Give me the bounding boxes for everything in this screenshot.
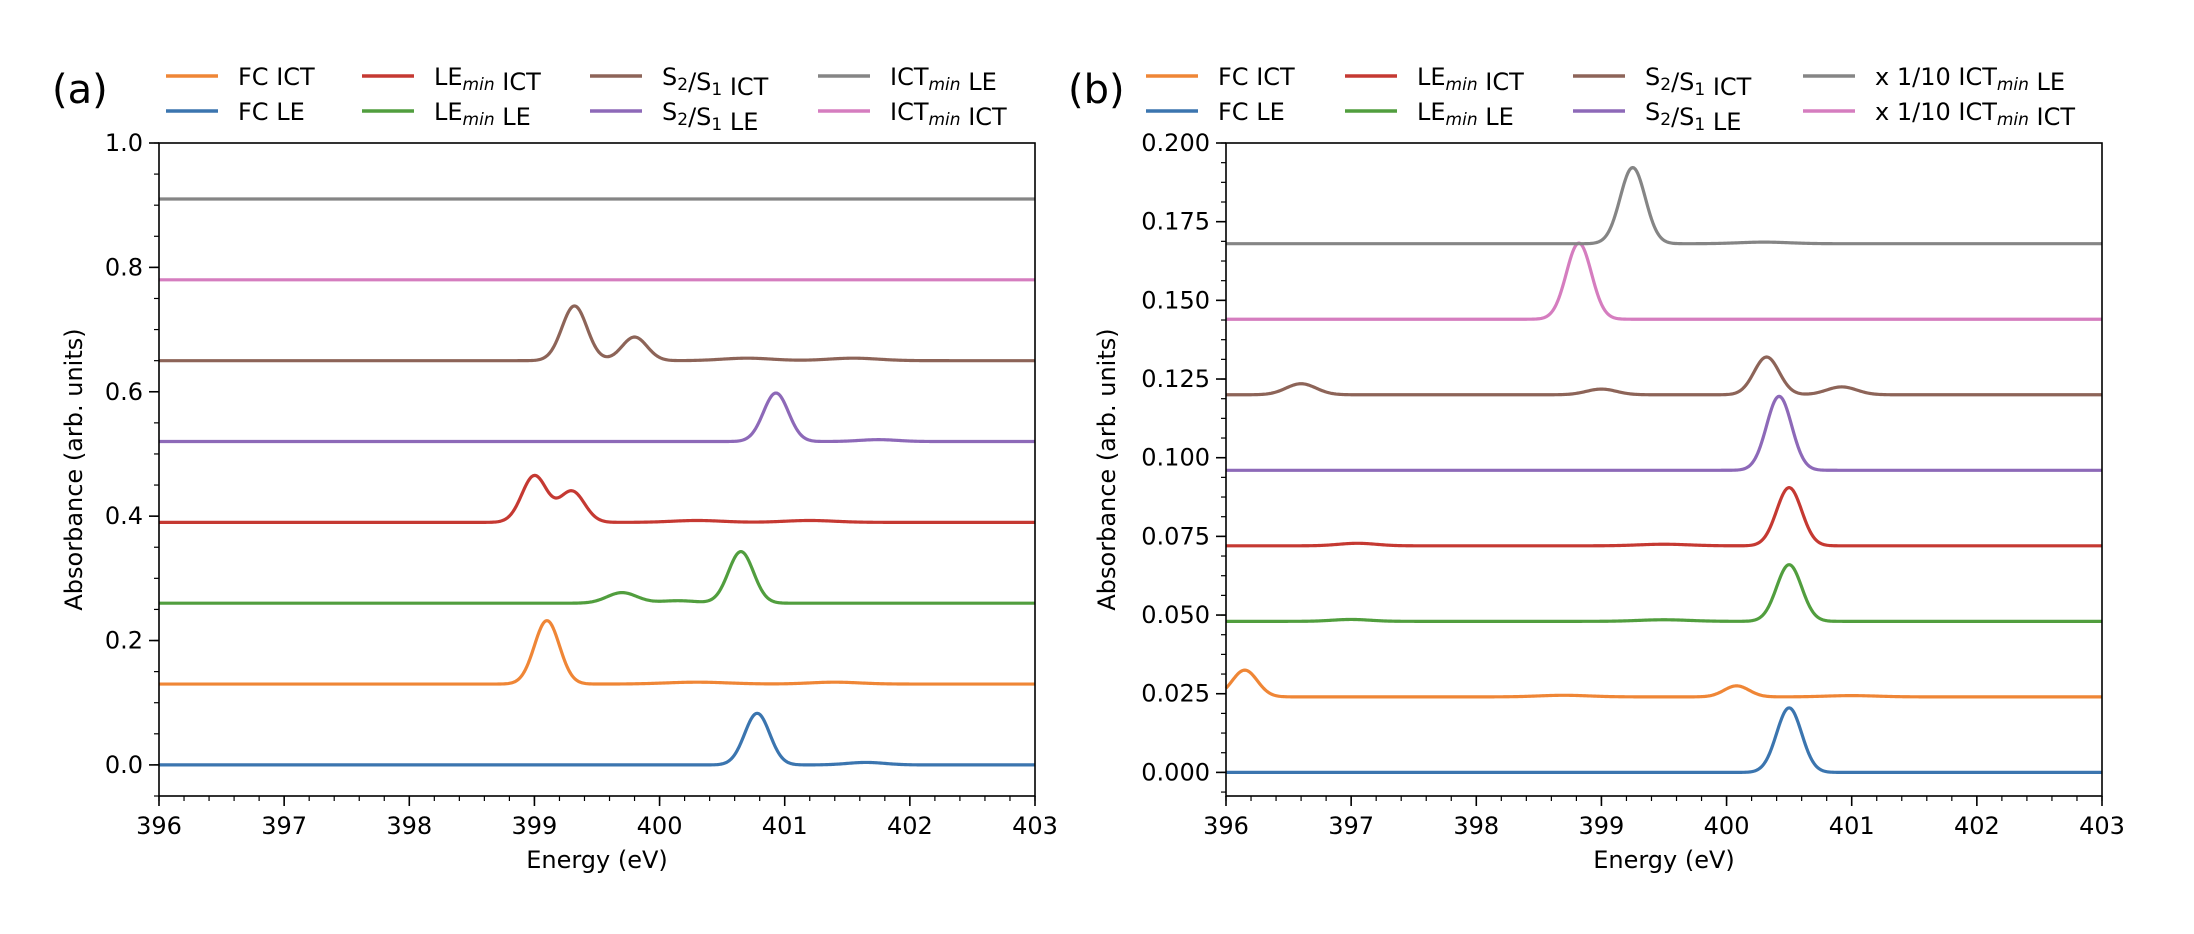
series-line-s2-s1-ict — [1225, 355, 2103, 397]
legend-label: ICTmin ICT — [890, 98, 1007, 131]
panel-label: (b) — [1068, 67, 1125, 113]
legend-entry: LEmin LE — [362, 98, 531, 131]
legend-label: x 1/10 ICTmin ICT — [1875, 98, 2075, 131]
legend-label: S2/S1 LE — [662, 98, 758, 136]
legend-entry: S2/S1 ICT — [590, 63, 769, 101]
y-tick-label: 0.200 — [1141, 129, 1210, 157]
x-tick-label: 400 — [1704, 812, 1750, 840]
legend-label: LEmin LE — [434, 98, 531, 131]
legend-entry: S2/S1 ICT — [1573, 63, 1752, 101]
x-tick-label: 403 — [1012, 812, 1058, 840]
legend-entry: ICTmin LE — [818, 63, 997, 96]
legend-label: FC LE — [1218, 98, 1285, 126]
chart-panel-a: (a) 396 397 398 399 400 401 402 403 0.0 0.2 0.4 0.6 0… — [52, 63, 1058, 874]
x-tick-label: 397 — [261, 812, 307, 840]
legend-label: LEmin ICT — [1417, 63, 1524, 96]
x-tick-label: 401 — [762, 812, 808, 840]
series-line-lemin-le — [1225, 563, 2103, 623]
x-tick-label: 402 — [887, 812, 933, 840]
series-line-s2-s1-ict — [158, 304, 1036, 363]
series-line-lemin-ict — [1225, 486, 2103, 548]
legend-label: FC LE — [238, 98, 305, 126]
x-tick-label: 400 — [637, 812, 683, 840]
series-line-fc-le — [158, 711, 1036, 767]
x-axis-label: Energy (eV) — [1593, 846, 1735, 874]
legend-entry: LEmin ICT — [362, 63, 541, 96]
legend-label: S2/S1 LE — [1645, 98, 1741, 136]
y-tick-label: 0.075 — [1141, 522, 1210, 550]
x-tick-label: 399 — [512, 812, 558, 840]
x-tick-label: 402 — [1954, 812, 2000, 840]
x-tick-label: 398 — [1453, 812, 1499, 840]
series-line-s2-s1-le — [158, 391, 1036, 444]
legend-label: x 1/10 ICTmin LE — [1875, 63, 2065, 96]
legend-entry: FC ICT — [1146, 63, 1295, 91]
x-tick-label: 401 — [1829, 812, 1875, 840]
series-line-s2-s1-le — [1225, 394, 2103, 472]
series-line-lemin-ict — [158, 473, 1036, 524]
x-tick-label: 399 — [1579, 812, 1625, 840]
legend-label: ICTmin LE — [890, 63, 997, 96]
series-line-lemin-le — [158, 549, 1036, 605]
chart-panel-b: (b) 396 397 398 399 400 401 402 403 0.000 0.025 0.0… — [1068, 63, 2125, 874]
y-tick-label: 0.2 — [105, 627, 143, 655]
series-line-fc-ict — [158, 619, 1036, 686]
series-line-ictmin-le — [1225, 165, 2103, 246]
y-tick-label: 0.125 — [1141, 365, 1210, 393]
legend-label: LEmin LE — [1417, 98, 1514, 131]
y-tick-label: 0.050 — [1141, 601, 1210, 629]
legend-label: FC ICT — [1218, 63, 1295, 91]
legend-label: FC ICT — [238, 63, 315, 91]
panel-label: (a) — [52, 67, 108, 113]
plot-frame — [158, 142, 1036, 797]
series-line-fc-ict — [1224, 668, 2103, 699]
y-tick-label: 0.000 — [1141, 758, 1210, 786]
plot-frame — [1225, 142, 2103, 797]
legend-label: S2/S1 ICT — [662, 63, 769, 101]
legend-entry: x 1/10 ICTmin ICT — [1803, 98, 2075, 131]
y-tick-label: 1.0 — [105, 129, 143, 157]
x-tick-label: 398 — [386, 812, 432, 840]
legend-entry: x 1/10 ICTmin LE — [1803, 63, 2065, 96]
legend-entry: S2/S1 LE — [590, 98, 758, 136]
y-tick-label: 0.100 — [1141, 444, 1210, 472]
series-line-fc-le — [1225, 706, 2103, 774]
y-axis-label: Absorbance (arb. units) — [60, 328, 88, 610]
legend-label: LEmin ICT — [434, 63, 541, 96]
legend-entry: ICTmin ICT — [818, 98, 1007, 131]
y-tick-label: 0.175 — [1141, 208, 1210, 236]
x-tick-label: 397 — [1328, 812, 1374, 840]
legend-entry: FC LE — [166, 98, 305, 126]
y-tick-label: 0.150 — [1141, 286, 1210, 314]
x-tick-label: 403 — [2079, 812, 2125, 840]
x-tick-label: 396 — [136, 812, 182, 840]
y-tick-label: 0.025 — [1141, 680, 1210, 708]
y-tick-label: 0.6 — [105, 378, 143, 406]
x-axis-label: Energy (eV) — [526, 846, 668, 874]
legend-entry: FC ICT — [166, 63, 315, 91]
legend-entry: LEmin ICT — [1345, 63, 1524, 96]
legend-entry: FC LE — [1146, 98, 1285, 126]
series-line-ictmin-ict — [1225, 241, 2103, 321]
y-tick-label: 0.0 — [105, 751, 143, 779]
legend-label: S2/S1 ICT — [1645, 63, 1752, 101]
legend-entry: LEmin LE — [1345, 98, 1514, 131]
y-tick-label: 0.8 — [105, 253, 143, 281]
y-axis-label: Absorbance (arb. units) — [1093, 328, 1121, 610]
x-tick-label: 396 — [1203, 812, 1249, 840]
legend-entry: S2/S1 LE — [1573, 98, 1741, 136]
y-tick-label: 0.4 — [105, 502, 143, 530]
